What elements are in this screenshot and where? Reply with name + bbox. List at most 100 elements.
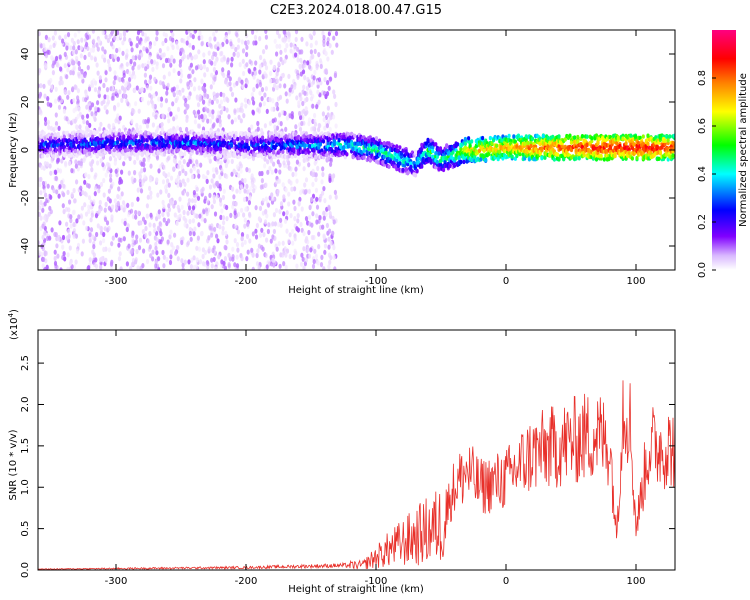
- spectrogram-noise-cell: [275, 189, 279, 195]
- spectrogram-noise-cell: [63, 51, 67, 58]
- spectrogram-noise-cell: [244, 103, 248, 109]
- spectrogram-noise-cell: [326, 37, 330, 43]
- spectrogram-noise-cell: [133, 61, 137, 67]
- spectrogram-noise-cell: [233, 108, 237, 114]
- spectrogram-noise-cell: [314, 176, 318, 183]
- spectrogram-noise-cell: [280, 110, 284, 116]
- spectrogram-noise-cell: [195, 245, 199, 251]
- spectrogram-noise-cell: [281, 240, 285, 246]
- spectrogram-noise-cell: [109, 261, 114, 267]
- spectrogram-noise-cell: [307, 229, 311, 236]
- spectrogram-noise-cell: [207, 235, 211, 241]
- spectrogram-noise-cell: [201, 173, 206, 180]
- spectrogram-noise-cell: [116, 35, 120, 42]
- spectrogram-noise-cell: [72, 233, 76, 239]
- spectrogram-noise-cell: [156, 192, 160, 198]
- spectrogram-noise-cell: [46, 119, 51, 125]
- spectrogram-noise-cell: [74, 163, 78, 169]
- spectrogram-ridge-cell: [353, 133, 357, 139]
- spectrogram-noise-cell: [85, 113, 90, 119]
- spectrogram-noise-cell: [214, 266, 218, 270]
- spectrogram-noise-cell: [312, 30, 316, 36]
- spectrogram-noise-cell: [166, 155, 170, 161]
- spectrogram-noise-cell: [171, 32, 175, 38]
- spectrogram-noise-cell: [69, 214, 73, 220]
- spectrogram-noise-cell: [146, 238, 150, 244]
- spectrogram-noise-cell: [72, 228, 76, 234]
- spectrogram-ridge-cell: [325, 153, 329, 158]
- spectrogram-noise-cell: [116, 102, 120, 108]
- spectrogram-noise-cell: [285, 98, 289, 104]
- spectrogram-noise-cell: [107, 225, 111, 231]
- spectrogram-noise-cell: [282, 194, 286, 200]
- spectrogram-noise-cell: [168, 259, 173, 266]
- spectrogram-noise-cell: [131, 261, 135, 267]
- spectrogram-noise-cell: [315, 196, 319, 202]
- spectrogram-noise-cell: [308, 204, 312, 211]
- spectrogram-noise-cell: [155, 155, 160, 161]
- spectrogram-noise-cell: [296, 213, 300, 219]
- spectrogram-ridge-cell: [139, 129, 143, 135]
- spectrogram-noise-cell: [105, 109, 109, 115]
- spectrogram-noise-cell: [257, 216, 261, 222]
- spectrogram-noise-cell: [326, 112, 330, 118]
- spectrogram-noise-cell: [233, 238, 237, 244]
- spectrogram-noise-cell: [113, 35, 117, 41]
- spectrogram-noise-cell: [49, 194, 53, 200]
- spectrogram-noise-cell: [206, 118, 210, 124]
- spectrogram-noise-cell: [53, 255, 57, 262]
- spectrogram-noise-cell: [186, 103, 190, 110]
- spectrogram-noise-cell: [247, 100, 251, 106]
- spectrogram-noise-cell: [221, 230, 225, 236]
- spectrogram-noise-cell: [60, 179, 64, 186]
- spectrogram-noise-cell: [48, 163, 52, 169]
- spectrogram-noise-cell: [43, 93, 47, 99]
- spectrogram-noise-cell: [266, 159, 270, 165]
- spectrogram-noise-cell: [313, 118, 317, 124]
- spectrogram-noise-cell: [269, 238, 273, 244]
- spectrogram-noise-cell: [75, 248, 79, 254]
- spectrogram-noise-cell: [277, 241, 281, 247]
- spectrogram-noise-cell: [58, 35, 62, 41]
- spectrogram-noise-cell: [197, 246, 201, 252]
- spectrogram-ridge-cell: [215, 131, 219, 136]
- spectrogram-noise-cell: [323, 77, 327, 83]
- spectrogram-ridge-cell: [254, 131, 258, 136]
- spectrogram-noise-cell: [92, 252, 96, 258]
- spectrogram-noise-cell: [279, 49, 283, 55]
- spectrogram-noise-cell: [90, 167, 94, 173]
- spectrogram-noise-cell: [230, 158, 234, 165]
- spectrogram-noise-cell: [167, 203, 171, 209]
- spectrogram-noise-cell: [287, 238, 291, 244]
- spectrogram-noise-cell: [50, 158, 54, 164]
- spectrogram-noise-cell: [215, 98, 219, 104]
- spectrogram-noise-cell: [231, 254, 235, 260]
- spectrogram-noise-cell: [272, 262, 276, 268]
- spectrogram-noise-cell: [166, 178, 170, 184]
- spectrogram-noise-cell: [119, 266, 123, 270]
- spectrogram-noise-cell: [217, 254, 221, 260]
- spectrogram-noise-cell: [162, 217, 166, 223]
- spectrogram-noise-cell: [141, 216, 146, 222]
- spectrogram-noise-cell: [189, 264, 193, 270]
- spectrogram-noise-cell: [81, 190, 85, 196]
- spectrogram-noise-cell: [87, 183, 91, 189]
- spectrogram-noise-cell: [242, 196, 247, 203]
- spectrogram-noise-cell: [308, 33, 312, 39]
- spectrogram-noise-cell: [265, 213, 269, 219]
- spectrogram-noise-cell: [264, 196, 268, 202]
- spectrogram-ridge-cell: [229, 143, 233, 148]
- spectrogram-noise-cell: [76, 88, 80, 94]
- spectrogram-noise-cell: [125, 226, 129, 233]
- spectrogram-noise-cell: [125, 98, 129, 104]
- spectrogram-noise-cell: [309, 90, 313, 96]
- spectrogram-noise-cell: [229, 86, 233, 92]
- spectrogram-noise-cell: [56, 157, 60, 163]
- spectrogram-noise-cell: [76, 102, 80, 108]
- spectrogram-noise-cell: [282, 211, 286, 217]
- spectrogram-noise-cell: [255, 252, 259, 259]
- spectrogram-noise-cell: [253, 34, 258, 41]
- spectrogram-noise-cell: [293, 84, 297, 90]
- spectrogram-noise-cell: [98, 75, 102, 81]
- spectrogram-noise-cell: [42, 256, 46, 263]
